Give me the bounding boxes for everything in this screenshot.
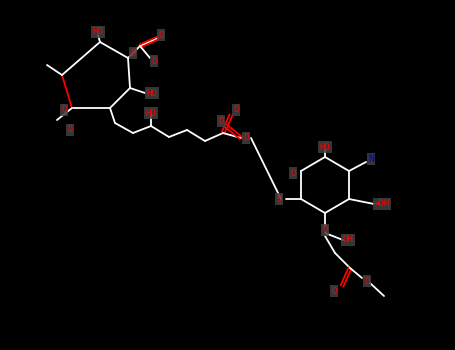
Text: O: O [130, 49, 136, 57]
Text: O: O [158, 30, 164, 40]
Text: ◄OH: ◄OH [374, 199, 390, 209]
Text: OH: OH [343, 236, 354, 245]
Text: HO: HO [319, 142, 330, 152]
Text: HO: HO [147, 89, 157, 98]
Text: O: O [218, 117, 224, 126]
Text: O: O [233, 105, 239, 114]
Text: HO: HO [146, 108, 157, 118]
Text: O: O [61, 105, 67, 114]
Text: O: O [276, 195, 282, 203]
Text: O: O [290, 168, 296, 177]
Text: O: O [331, 287, 337, 295]
Text: HO: HO [93, 28, 103, 36]
Text: N: N [368, 154, 374, 164]
Text: O: O [67, 126, 72, 134]
Text: O: O [243, 133, 249, 142]
Text: O: O [152, 56, 157, 65]
Text: O: O [364, 276, 369, 286]
Text: O: O [322, 225, 328, 234]
